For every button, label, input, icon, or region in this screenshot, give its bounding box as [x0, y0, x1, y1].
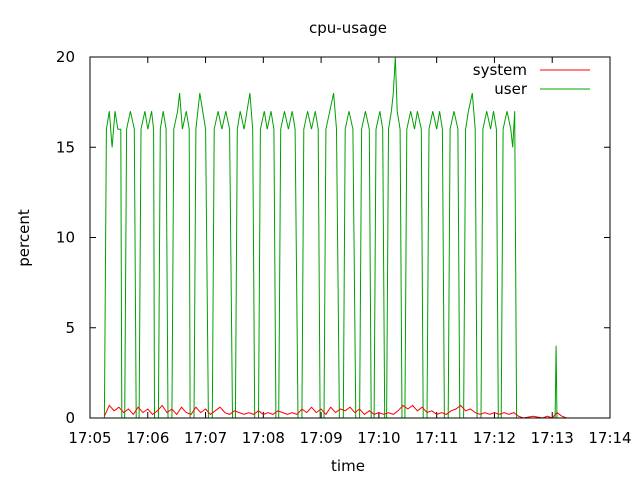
y-tick-label: 20 — [56, 48, 75, 66]
y-tick-label: 5 — [65, 319, 75, 337]
y-tick-label: 15 — [56, 138, 75, 156]
series-lines — [103, 56, 572, 419]
x-tick-label: 17:08 — [242, 429, 285, 447]
x-tick-label: 17:13 — [531, 429, 574, 447]
x-axis-label: time — [331, 457, 365, 475]
x-tick-label: 17:09 — [299, 429, 342, 447]
legend-label-system: system — [473, 61, 527, 79]
x-tick-label: 17:05 — [68, 429, 111, 447]
x-tick-label: 17:14 — [588, 429, 631, 447]
series-line-system — [103, 404, 572, 419]
x-tick-label: 17:07 — [184, 429, 227, 447]
x-tick-label: 17:11 — [415, 429, 458, 447]
y-axis-label: percent — [15, 209, 33, 267]
legend-label-user: user — [494, 80, 528, 98]
y-tick-label: 10 — [56, 229, 75, 247]
tick-labels: 17:05 17:06 17:07 17:08 17:09 17:10 17:11 17:12… — [56, 48, 632, 447]
series-line-user — [103, 56, 572, 419]
legend: system user — [473, 61, 590, 98]
x-tick-label: 17:10 — [357, 429, 400, 447]
x-tick-label: 17:06 — [126, 429, 169, 447]
y-tick-label: 0 — [65, 409, 75, 427]
x-tick-label: 17:12 — [473, 429, 516, 447]
plot-frame — [89, 56, 611, 419]
chart-title: cpu-usage — [309, 19, 387, 37]
